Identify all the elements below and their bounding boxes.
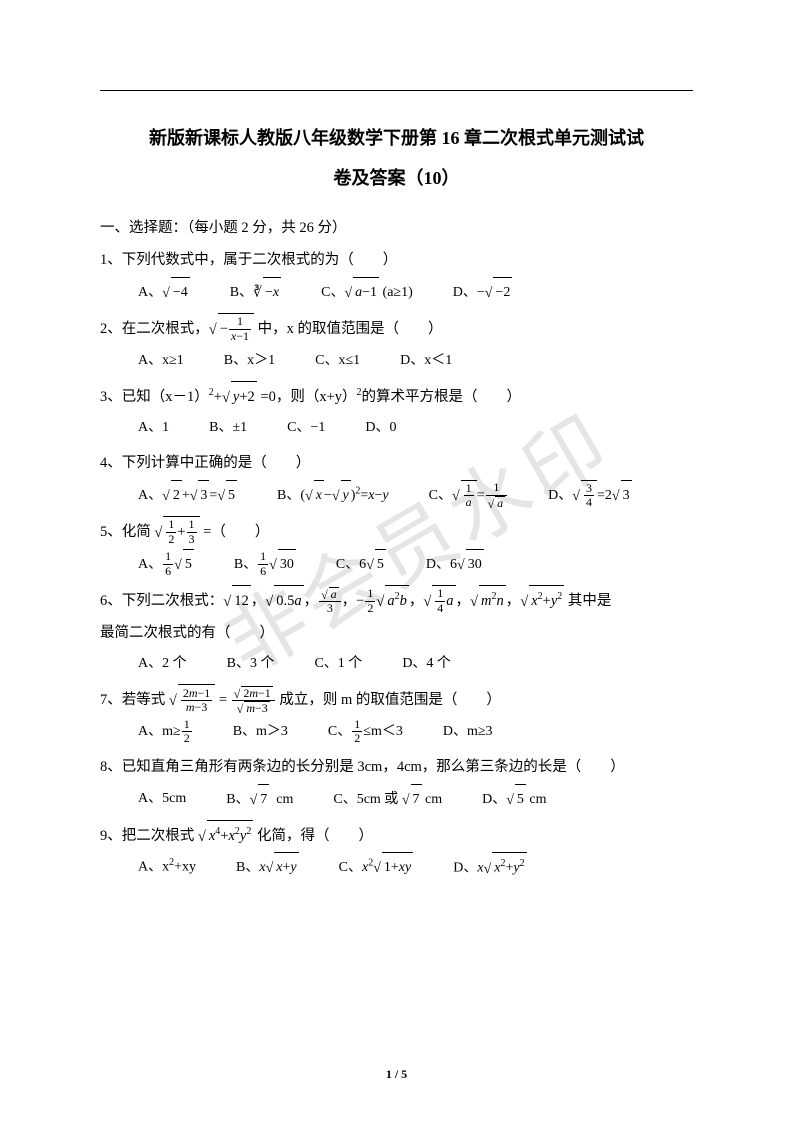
q5-choice-b: B、1630 (234, 549, 296, 581)
question-3-text: 3、已知（x－1）2+y+2 =0，则（x+y）2的算术平方根是（ ） (100, 381, 693, 414)
q6-choice-a: A、2 个 (138, 649, 187, 680)
q6-choice-d: D、4 个 (402, 649, 451, 680)
q3-choice-b: B、±1 (209, 413, 247, 444)
question-7: 7、若等式 2m−1m−3 = 2m−1m−3 成立，则 m 的取值范围是（ ）… (100, 684, 693, 748)
q6-choice-c: C、1 个 (314, 649, 362, 680)
top-rule (100, 90, 693, 91)
question-4-text: 4、下列计算中正确的是（ ） (100, 448, 693, 480)
question-6-text2: 最简二次根式的有（ ） (100, 618, 693, 650)
q2-choice-a: A、x≥1 (138, 346, 184, 377)
q3-choice-a: A、1 (138, 413, 169, 444)
q7-choice-c: C、12≤m＜3 (328, 717, 403, 748)
question-7-text: 7、若等式 2m−1m−3 = 2m−1m−3 成立，则 m 的取值范围是（ ） (100, 684, 693, 717)
question-5-text: 5、化简 12+13 =（ ） (100, 516, 693, 549)
q2-choice-c: C、x≤1 (315, 346, 360, 377)
q1-choice-b: B、−x (230, 277, 281, 309)
question-4: 4、下列计算中正确的是（ ） A、2+3=5 B、(x−y)2=x−y C、1a… (100, 448, 693, 512)
q2-choice-d: D、x＜1 (400, 346, 452, 377)
q9-choice-a: A、x2+xy (138, 852, 196, 884)
q1-choice-c: C、a−1 (a≥1) (321, 277, 413, 309)
q2-choice-b: B、x＞1 (224, 346, 275, 377)
question-6-text: 6、下列二次根式：12，0.5a，a3，−12a2b，14a，m2n，x2+y2… (100, 585, 693, 618)
q8-choice-d: D、5 cm (482, 784, 546, 816)
q8-choice-a: A、5cm (138, 784, 186, 816)
q9-choice-b: B、xx+y (236, 852, 299, 884)
q8-choice-c: C、5cm 或 7 cm (333, 784, 442, 816)
q8-choice-b: B、7 cm (226, 784, 293, 816)
q1-choice-a: A、−4 (138, 277, 190, 309)
q5-choice-a: A、165 (138, 549, 194, 581)
section-heading: 一、选择题：（每小题 2 分，共 26 分） (100, 216, 693, 237)
question-3: 3、已知（x－1）2+y+2 =0，则（x+y）2的算术平方根是（ ） A、1 … (100, 381, 693, 445)
question-5: 5、化简 12+13 =（ ） A、165 B、1630 C、65 D、630 (100, 516, 693, 581)
title-line-1: 新版新课标人教版八年级数学下册第 16 章二次根式单元测试试 (100, 119, 693, 159)
question-2: 2、在二次根式，−1x−1 中，x 的取值范围是（ ） A、x≥1 B、x＞1 … (100, 313, 693, 377)
q7-choice-b: B、m＞3 (233, 717, 288, 748)
question-6: 6、下列二次根式：12，0.5a，a3，−12a2b，14a，m2n，x2+y2… (100, 585, 693, 681)
q3-choice-d: D、0 (365, 413, 396, 444)
q4-choice-b: B、(x−y)2=x−y (277, 480, 389, 512)
q4-choice-c: C、1a=1a (429, 480, 509, 512)
q1-choice-d: D、−−2 (453, 277, 513, 309)
page: 新版新课标人教版八年级数学下册第 16 章二次根式单元测试试 卷及答案（10） … (0, 0, 793, 1122)
question-1: 1、下列代数式中，属于二次根式的为（ ） A、−4 B、−x C、a−1 (a≥… (100, 245, 693, 309)
q4-choice-d: D、34=23 (548, 480, 631, 512)
q6-choice-b: B、3 个 (227, 649, 275, 680)
question-9-text: 9、把二次根式 x4+x2y2 化简，得（ ） (100, 820, 693, 853)
question-1-text: 1、下列代数式中，属于二次根式的为（ ） (100, 245, 693, 277)
question-8-text: 8、已知直角三角形有两条边的长分别是 3cm，4cm，那么第三条边的长是（ ） (100, 752, 693, 784)
q9-choice-d: D、xx2+y2 (453, 852, 526, 884)
q3-choice-c: C、−1 (287, 413, 325, 444)
q5-choice-d: D、630 (426, 549, 484, 581)
question-8: 8、已知直角三角形有两条边的长分别是 3cm，4cm，那么第三条边的长是（ ） … (100, 752, 693, 816)
q5-choice-c: C、65 (336, 549, 386, 581)
q7-choice-d: D、m≥3 (443, 717, 493, 748)
question-2-text: 2、在二次根式，−1x−1 中，x 的取值范围是（ ） (100, 313, 693, 346)
q7-choice-a: A、m≥12 (138, 717, 193, 748)
question-9: 9、把二次根式 x4+x2y2 化简，得（ ） A、x2+xy B、xx+y C… (100, 820, 693, 885)
page-number: 1 / 5 (0, 1067, 793, 1082)
q4-choice-a: A、2+3=5 (138, 480, 237, 512)
title-line-2: 卷及答案（10） (100, 159, 693, 199)
q9-choice-c: C、x21+xy (339, 852, 414, 884)
